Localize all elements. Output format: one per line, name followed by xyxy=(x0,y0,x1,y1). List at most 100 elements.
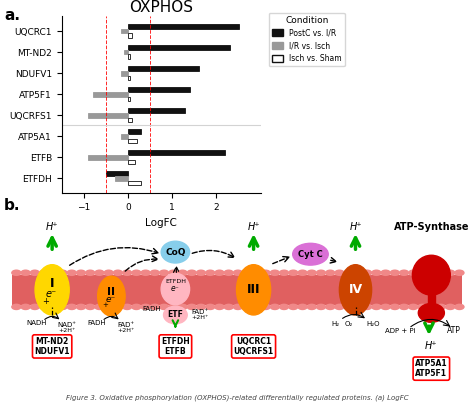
Ellipse shape xyxy=(39,270,48,275)
Text: +2H⁺: +2H⁺ xyxy=(191,315,209,320)
Ellipse shape xyxy=(67,304,76,310)
Bar xyxy=(92,92,128,97)
Text: ADP + Pi: ADP + Pi xyxy=(385,328,416,334)
Bar xyxy=(128,87,190,92)
Bar xyxy=(121,29,128,33)
Ellipse shape xyxy=(30,270,39,275)
Text: H₂O: H₂O xyxy=(367,321,380,327)
Text: MT-ND2
NDUFV1: MT-ND2 NDUFV1 xyxy=(35,337,70,356)
Ellipse shape xyxy=(67,270,76,275)
Ellipse shape xyxy=(161,241,190,263)
Text: IV: IV xyxy=(348,283,363,296)
Ellipse shape xyxy=(233,270,242,275)
Text: II: II xyxy=(108,287,115,297)
Ellipse shape xyxy=(280,270,289,275)
Ellipse shape xyxy=(280,304,289,310)
Bar xyxy=(428,273,435,305)
Ellipse shape xyxy=(326,270,335,275)
Ellipse shape xyxy=(354,304,363,310)
Text: ETFDH: ETFDH xyxy=(165,279,186,285)
Ellipse shape xyxy=(418,304,427,310)
Ellipse shape xyxy=(169,304,178,310)
Ellipse shape xyxy=(455,304,464,310)
Ellipse shape xyxy=(113,304,122,310)
Ellipse shape xyxy=(178,270,187,275)
Ellipse shape xyxy=(12,304,21,310)
Text: Cyt C: Cyt C xyxy=(298,250,323,259)
Ellipse shape xyxy=(113,270,122,275)
Ellipse shape xyxy=(30,304,39,310)
Text: I: I xyxy=(50,277,55,290)
Ellipse shape xyxy=(289,304,298,310)
Ellipse shape xyxy=(363,270,372,275)
Ellipse shape xyxy=(76,270,85,275)
Bar xyxy=(128,181,141,185)
Text: b.: b. xyxy=(4,198,20,214)
Ellipse shape xyxy=(178,304,187,310)
Text: H⁺: H⁺ xyxy=(247,222,260,232)
Text: H⁺: H⁺ xyxy=(46,222,58,232)
Ellipse shape xyxy=(372,304,381,310)
Ellipse shape xyxy=(252,270,261,275)
Bar xyxy=(128,66,199,71)
Bar xyxy=(121,134,128,139)
Ellipse shape xyxy=(164,306,187,324)
Ellipse shape xyxy=(39,304,48,310)
Text: e⁻: e⁻ xyxy=(105,295,116,304)
Bar xyxy=(128,75,130,80)
Text: +: + xyxy=(43,297,49,306)
Ellipse shape xyxy=(261,270,270,275)
Ellipse shape xyxy=(187,270,196,275)
Ellipse shape xyxy=(339,265,372,315)
Ellipse shape xyxy=(35,265,69,315)
Ellipse shape xyxy=(215,270,224,275)
X-axis label: LogFC: LogFC xyxy=(145,218,177,228)
Bar xyxy=(106,172,128,176)
Ellipse shape xyxy=(372,270,381,275)
Ellipse shape xyxy=(437,270,446,275)
Ellipse shape xyxy=(187,304,196,310)
Ellipse shape xyxy=(49,304,58,310)
Bar xyxy=(128,97,130,101)
Ellipse shape xyxy=(169,270,178,275)
Text: +: + xyxy=(103,302,109,308)
Ellipse shape xyxy=(206,270,215,275)
Ellipse shape xyxy=(344,270,353,275)
Ellipse shape xyxy=(335,270,344,275)
Ellipse shape xyxy=(418,270,427,275)
Ellipse shape xyxy=(237,265,271,315)
Ellipse shape xyxy=(326,304,335,310)
Ellipse shape xyxy=(98,276,125,316)
Ellipse shape xyxy=(161,273,190,305)
Ellipse shape xyxy=(252,304,261,310)
Text: CoQ: CoQ xyxy=(165,247,186,257)
Ellipse shape xyxy=(160,270,169,275)
Bar xyxy=(124,50,128,54)
Text: ATP5A1
ATP5F1: ATP5A1 ATP5F1 xyxy=(415,359,447,378)
Ellipse shape xyxy=(390,270,399,275)
Ellipse shape xyxy=(270,270,279,275)
Text: UQCRC1
UQCRFS1: UQCRC1 UQCRFS1 xyxy=(234,337,273,356)
Ellipse shape xyxy=(446,304,455,310)
Ellipse shape xyxy=(243,304,252,310)
Bar xyxy=(128,118,132,122)
Text: NAD⁺: NAD⁺ xyxy=(58,322,77,328)
Bar xyxy=(128,139,137,143)
Text: FADH: FADH xyxy=(142,306,161,312)
Text: H₂: H₂ xyxy=(331,321,340,327)
Text: e⁻: e⁻ xyxy=(171,285,180,293)
Ellipse shape xyxy=(21,304,30,310)
Ellipse shape xyxy=(243,270,252,275)
Ellipse shape xyxy=(150,270,159,275)
Ellipse shape xyxy=(400,304,409,310)
Ellipse shape xyxy=(86,270,95,275)
Ellipse shape xyxy=(317,304,326,310)
Text: FAD⁺: FAD⁺ xyxy=(117,322,134,328)
Ellipse shape xyxy=(206,304,215,310)
Text: Figure 3. Oxidative phosphorylation (OXPHOS)-related differentially regulated pr: Figure 3. Oxidative phosphorylation (OXP… xyxy=(66,395,408,401)
Ellipse shape xyxy=(160,304,169,310)
Ellipse shape xyxy=(132,270,141,275)
Bar xyxy=(115,176,128,181)
Text: ATP-Synthase: ATP-Synthase xyxy=(393,222,469,232)
Ellipse shape xyxy=(132,304,141,310)
